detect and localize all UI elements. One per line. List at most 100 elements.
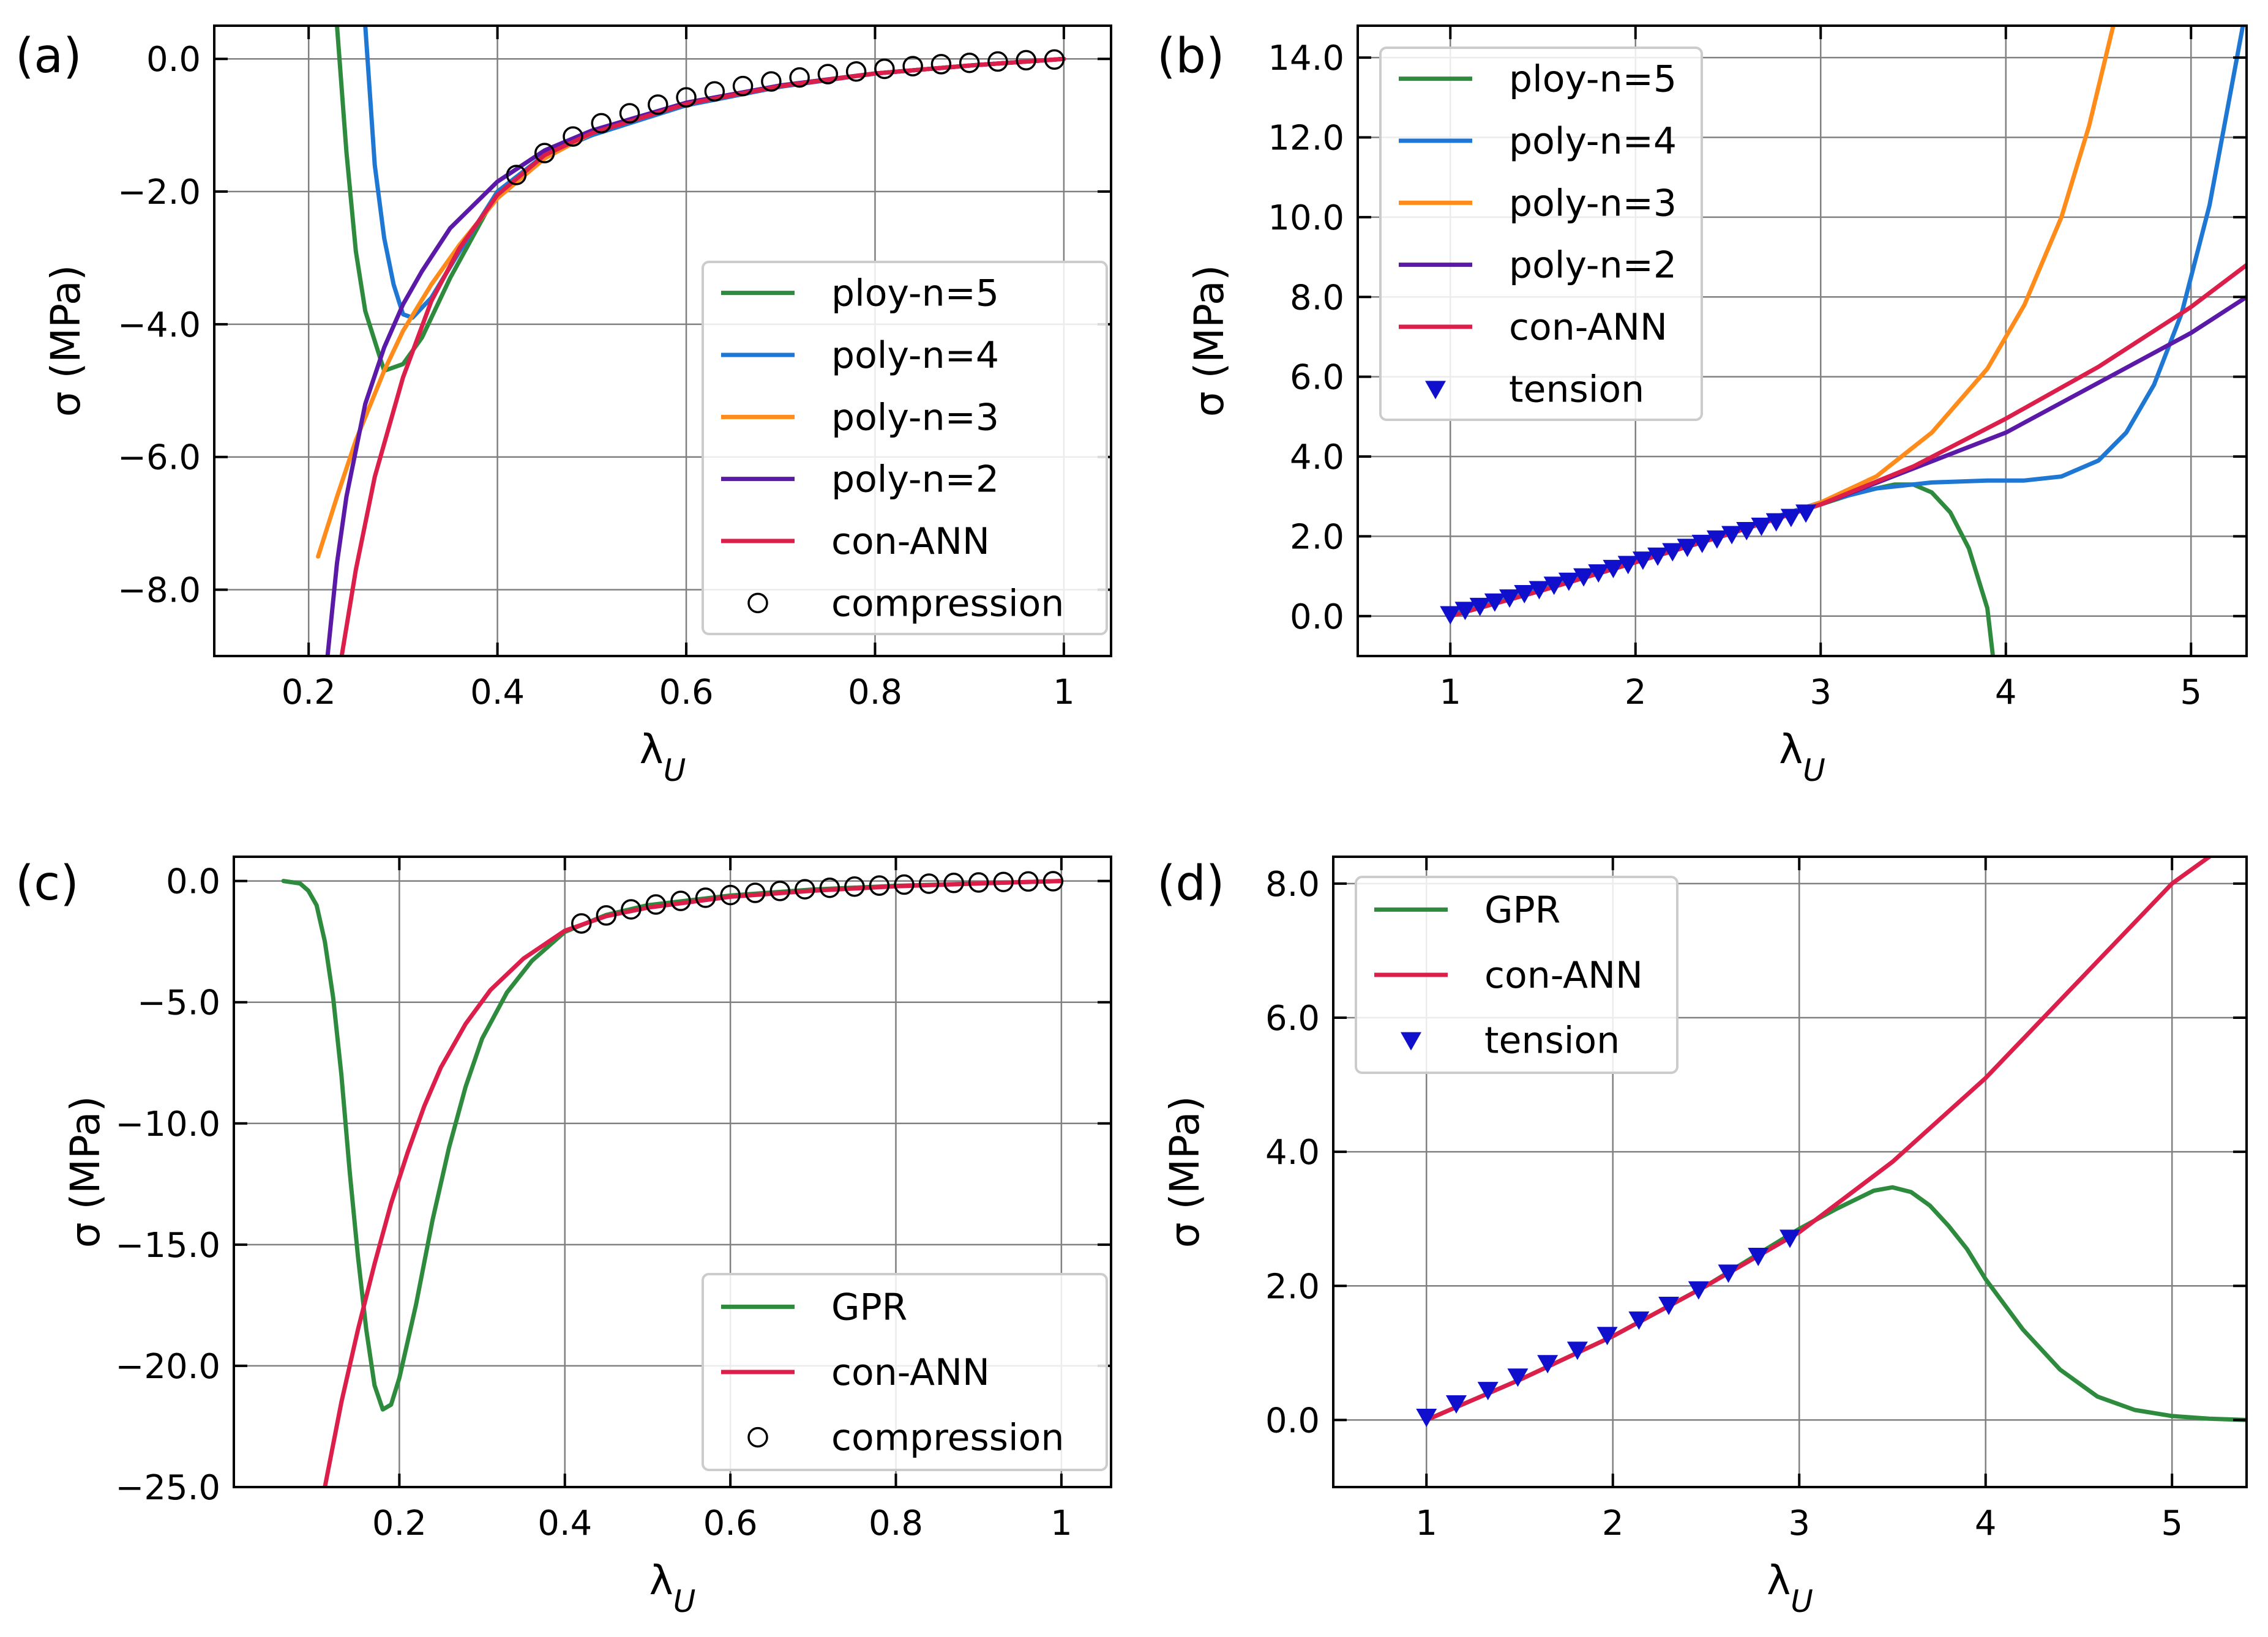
y-axis-label: σ (MPa) — [1161, 1096, 1208, 1248]
compression-point — [761, 71, 782, 92]
panel-label: (d) — [1157, 856, 1224, 911]
x-tick-label: 0.2 — [372, 1504, 427, 1543]
panel-label: (c) — [15, 856, 79, 911]
compression-point — [704, 81, 725, 102]
ticks — [1333, 857, 2247, 1487]
plot-frame — [233, 856, 1112, 1488]
x-tick-label: 4 — [1995, 673, 2017, 712]
plot-frame — [1332, 856, 2248, 1488]
y-tick-label: −6.0 — [118, 438, 201, 478]
compression-point — [769, 881, 790, 901]
x-tick-label: 0.6 — [659, 673, 714, 712]
compression-point — [744, 882, 766, 903]
legend: GPR con-ANN tension — [1355, 876, 1679, 1074]
compression-point — [506, 165, 527, 185]
tension-point — [1748, 1247, 1769, 1266]
x-axis-label: λU — [640, 726, 686, 788]
panel-b: 1 2 3 4 5 0.0 2.0 4.0 6.0 8.0 10.0 12.0 14.0 λU σ (MPa… — [1157, 24, 2248, 788]
grid — [1358, 26, 2247, 656]
compression-point — [670, 890, 691, 911]
legend-label: con-ANN — [831, 1351, 990, 1394]
legend-label: GPR — [831, 1286, 907, 1329]
x-tick-label: 3 — [1810, 673, 1832, 712]
compression-point — [619, 103, 640, 124]
y-tick-label: −15.0 — [115, 1226, 220, 1266]
y-tick-label: 2.0 — [1265, 1267, 1320, 1307]
plot-area — [1416, 857, 2247, 1427]
ticks — [234, 857, 1111, 1488]
x-tick-label: 1 — [1053, 673, 1075, 712]
legend-label: GPR — [1484, 889, 1560, 931]
tension-point — [1566, 1341, 1588, 1360]
x-tick-label: 0.6 — [703, 1504, 758, 1543]
x-tick-label: 0.2 — [282, 673, 336, 712]
tension-point — [1484, 593, 1505, 612]
legend-label: con-ANN — [1484, 954, 1643, 997]
x-axis-label: λU — [1779, 726, 1825, 788]
legend-label: poly-n=4 — [1509, 120, 1677, 163]
legend-label: poly-n=2 — [831, 458, 999, 501]
x-tick-label: 1 — [1050, 1504, 1072, 1543]
x-axis-label-subscript: U — [664, 753, 686, 788]
y-axis-label: σ (MPa) — [62, 1096, 109, 1248]
panel-c: 0.2 0.4 0.6 0.8 1 0.0 −5.0 −10.0 −15.0 −20.0 −25.0… — [15, 856, 1112, 1619]
compression-point — [571, 913, 592, 934]
tension-point — [1632, 551, 1653, 570]
tension-point — [1416, 1408, 1437, 1427]
legend-label: compression — [831, 582, 1064, 625]
tension-point — [1507, 1368, 1529, 1387]
tension-point — [1751, 517, 1772, 536]
legend-box — [702, 1273, 1108, 1471]
tension-point — [1628, 1311, 1650, 1330]
x-tick-label: 5 — [2180, 673, 2202, 712]
tension-point — [1662, 543, 1683, 562]
y-tick-label: 10.0 — [1268, 198, 1344, 238]
y-tick-label: 4.0 — [1290, 438, 1344, 477]
tension-point — [1514, 585, 1535, 603]
x-tick-label: 5 — [2161, 1504, 2183, 1543]
series-line-gpr — [1424, 1185, 2247, 1422]
x-axis-label-subscript: U — [673, 1584, 696, 1619]
compression-point — [902, 56, 923, 76]
series-line-con-ann — [339, 56, 1066, 656]
compression-point — [676, 87, 697, 108]
compression-point — [918, 873, 940, 894]
legend-box — [1355, 876, 1679, 1074]
tension-point — [1721, 526, 1743, 545]
tension-point — [1691, 534, 1713, 553]
tension-point — [1647, 547, 1669, 566]
legend-label: con-ANN — [1509, 306, 1667, 349]
x-tick-label: 0.8 — [869, 1504, 923, 1543]
legend-label: tension — [1484, 1020, 1620, 1062]
legend-label: ploy-n=5 — [1509, 58, 1677, 101]
y-tick-label: −20.0 — [115, 1347, 220, 1387]
tension-point — [1603, 559, 1624, 578]
compression-point — [968, 872, 989, 893]
plot-frame — [213, 24, 1112, 657]
tension-point — [1677, 539, 1698, 557]
x-tick-label: 0.8 — [848, 673, 902, 712]
x-tick-label: 0.4 — [537, 1504, 592, 1543]
tension-point — [1795, 504, 1817, 523]
series-line-con-ann — [1424, 857, 2212, 1422]
tension-point — [1588, 564, 1609, 583]
legend-box — [702, 261, 1108, 635]
legend-label: tension — [1509, 368, 1644, 411]
compression-point — [993, 871, 1014, 892]
y-tick-label: 6.0 — [1265, 999, 1320, 1039]
y-tick-label: −8.0 — [118, 571, 201, 611]
panel-label: (b) — [1157, 29, 1224, 84]
x-tick-label: 4 — [1975, 1504, 1997, 1543]
y-tick-label: −2.0 — [118, 173, 201, 212]
compression-point — [591, 113, 612, 134]
y-tick-label: 0.0 — [166, 862, 220, 902]
tension-point — [1445, 1395, 1467, 1414]
y-axis-label: σ (MPa) — [1186, 265, 1233, 417]
panel-a: 0.2 0.4 0.6 0.8 1 0.0 −2.0 −4.0 −6.0 −8.0 λU σ (MPa… — [15, 24, 1112, 788]
tension-point — [1765, 513, 1787, 532]
series-line-ploy-n-5 — [1448, 482, 1996, 656]
compression-point — [1018, 871, 1039, 892]
y-tick-label: 0.0 — [1265, 1401, 1320, 1441]
compression-point — [621, 899, 642, 920]
legend-label: poly-n=3 — [831, 396, 999, 439]
